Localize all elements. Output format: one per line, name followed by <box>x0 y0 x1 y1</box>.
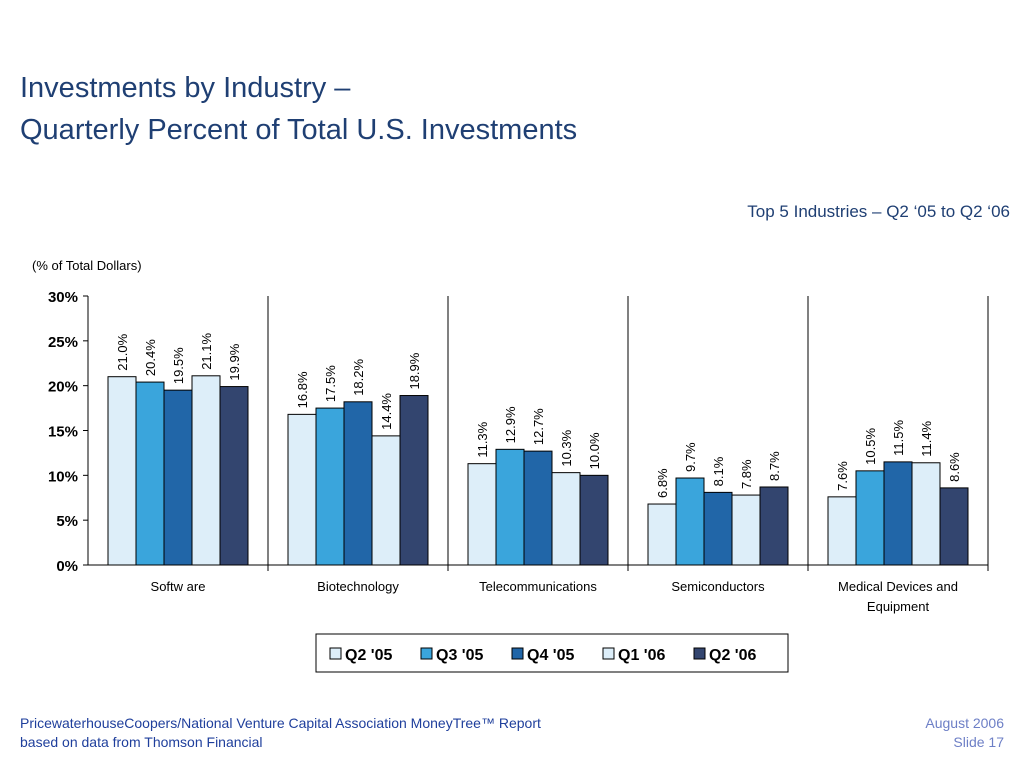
x-tick-label: Softw are <box>151 579 206 594</box>
bar <box>163 389 193 566</box>
y-axis-label: (% of Total Dollars) <box>32 258 142 273</box>
x-tick-label: Biotechnology <box>317 579 399 594</box>
bar <box>551 472 581 566</box>
y-tick-label: 10% <box>48 468 78 485</box>
legend-swatch <box>693 647 706 660</box>
x-tick-label: Semiconductors <box>671 579 765 594</box>
x-tick-label: Medical Devices and <box>838 579 958 594</box>
bar <box>883 461 913 566</box>
bar <box>107 376 137 566</box>
chart-legend: Q2 '05 Q3 '05 Q4 '05 Q1 '06 Q2 '06 <box>315 633 789 673</box>
bar <box>703 491 733 566</box>
bar-value-label: 21.1% <box>199 333 214 370</box>
bar-value-label: 11.3% <box>475 421 490 457</box>
bar-value-label: 12.7% <box>531 408 546 445</box>
bar-value-label: 10.5% <box>863 428 878 465</box>
bar-value-label: 10.0% <box>587 432 602 469</box>
bar-value-label: 6.8% <box>655 468 670 498</box>
bar-value-label: 14.4% <box>379 393 394 430</box>
bar-value-label: 12.9% <box>503 406 518 443</box>
chart-bars: 21.0% 20.4% 19.5% 21.1% 19.9% 16.8% 17.5% 18.2%… <box>107 333 969 566</box>
x-tick-label: Equipment <box>867 599 930 614</box>
bar-value-label: 7.8% <box>739 459 754 489</box>
bar-value-label: 8.1% <box>711 456 726 486</box>
legend-box <box>315 633 789 673</box>
footer-slide-number: Slide 17 <box>953 734 1004 750</box>
bar <box>495 448 525 566</box>
legend-label: Q2 '06 <box>709 647 756 664</box>
x-tick-label: Telecommunications <box>479 579 597 594</box>
y-tick-label: 25% <box>48 334 78 351</box>
bar-value-label: 18.2% <box>351 359 366 396</box>
bar <box>287 413 317 566</box>
page-title-line-1: Investments by Industry – <box>20 72 351 104</box>
legend-label: Q4 '05 <box>527 647 574 664</box>
bar-value-label: 7.6% <box>835 461 850 491</box>
bar-value-label: 19.9% <box>227 343 242 380</box>
bar <box>467 463 497 566</box>
bar <box>371 435 401 566</box>
bar-value-label: 8.7% <box>767 451 782 481</box>
bar <box>827 496 857 566</box>
bar <box>647 503 677 566</box>
chart-subtitle: Top 5 Industries – Q2 ‘05 to Q2 ‘06 <box>747 202 1010 221</box>
legend-swatch <box>602 647 615 660</box>
y-tick-label: 0% <box>56 558 78 575</box>
bar <box>219 386 249 566</box>
legend-label: Q1 '06 <box>618 647 665 664</box>
footer-date: August 2006 <box>925 715 1004 731</box>
bar-value-label: 10.3% <box>559 429 574 466</box>
bar-value-label: 16.8% <box>295 371 310 408</box>
bar <box>731 494 761 566</box>
bar-value-label: 9.7% <box>683 442 698 472</box>
bar-value-label: 8.6% <box>947 452 962 482</box>
y-tick-label: 15% <box>48 424 78 441</box>
chart: (% of Total Dollars) 0% 5% 10% 15% 20% 25% 30%… <box>32 258 989 673</box>
legend-label: Q3 '05 <box>436 647 483 664</box>
legend-swatch <box>329 647 342 660</box>
y-tick-label: 5% <box>56 513 78 530</box>
y-tick-label: 30% <box>48 289 78 306</box>
bar <box>315 407 345 566</box>
bar-value-label: 20.4% <box>143 339 158 376</box>
legend-label: Q2 '05 <box>345 647 392 664</box>
bar-value-label: 11.4% <box>919 420 934 456</box>
page-title-line-2: Quarterly Percent of Total U.S. Investme… <box>20 114 578 146</box>
bar <box>343 401 373 566</box>
bar <box>759 486 789 566</box>
bar <box>939 487 969 566</box>
legend-swatch <box>511 647 524 660</box>
bar <box>523 450 553 566</box>
bar <box>911 462 941 566</box>
footer-source-line-2: based on data from Thomson Financial <box>20 734 263 750</box>
bar-value-label: 18.9% <box>407 352 422 389</box>
chart-axes: 0% 5% 10% 15% 20% 25% 30% Softw are Biotechnolog… <box>48 289 989 614</box>
y-tick-label: 20% <box>48 379 78 396</box>
bar <box>135 381 165 566</box>
bar-value-label: 19.5% <box>171 347 186 384</box>
bar-value-label: 11.5% <box>891 420 906 456</box>
bar <box>855 470 885 566</box>
bar-value-label: 17.5% <box>323 365 338 402</box>
bar <box>675 477 705 566</box>
legend-swatch <box>420 647 433 660</box>
bar-value-label: 21.0% <box>115 333 130 370</box>
bar <box>399 395 429 566</box>
footer-source-line-1: PricewaterhouseCoopers/National Venture … <box>20 715 541 731</box>
bar <box>191 375 221 566</box>
bar <box>579 474 609 566</box>
